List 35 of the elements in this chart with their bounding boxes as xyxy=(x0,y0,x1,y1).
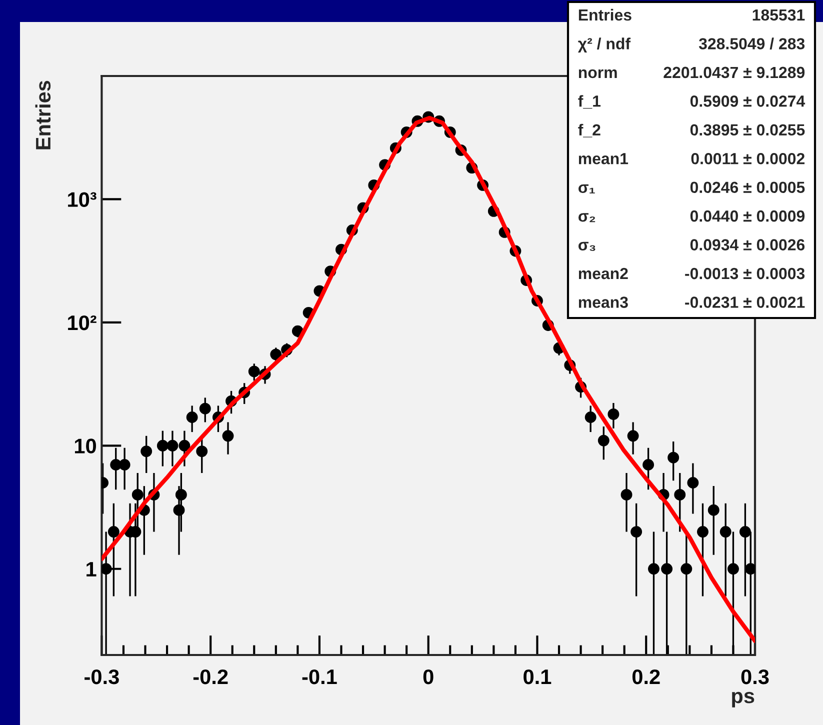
annotation: mean3 xyxy=(578,296,628,308)
annotation: 0.0440 ± 0.0009 xyxy=(690,210,805,222)
x-tick-label: 0.1 xyxy=(524,669,552,684)
annotation: mean2 xyxy=(578,268,628,280)
y-tick-label: 1 xyxy=(86,562,96,576)
x-tick-label: 0 xyxy=(423,669,434,684)
annotation: 2201.0437 ± 9.1289 xyxy=(664,66,805,78)
text: 328.5049 / 283 xyxy=(698,38,805,50)
annotation: f_2 xyxy=(578,124,600,138)
annotation: σ₃ xyxy=(578,242,596,251)
annotation: 0.5909 ± 0.0274 xyxy=(690,96,806,107)
annotation: 0.0011 ± 0.0002 xyxy=(691,152,804,164)
y-tick-label: 10 xyxy=(74,438,96,454)
text: χ² / ndf xyxy=(578,38,631,53)
annotation: σ₂ xyxy=(578,213,596,222)
y-tick-label: 10³ xyxy=(68,192,96,207)
annotation: -0.0231 ± 0.0021 xyxy=(685,296,805,308)
annotation: 0.3895 ± 0.0255 xyxy=(690,124,805,136)
x-tick-label: -0.3 xyxy=(84,669,119,684)
annotation: 0.0246 ± 0.0005 xyxy=(690,182,805,194)
text: 185531 xyxy=(752,9,805,21)
y-axis-title: Entries xyxy=(35,80,51,150)
x-tick-label: 0.2 xyxy=(632,669,660,684)
x-tick-label: 0.3 xyxy=(741,669,769,684)
y-tick-label: 10² xyxy=(68,315,96,330)
x-axis-title: ps xyxy=(732,692,754,708)
annotation: 0.0934 ± 0.0026 xyxy=(690,239,805,250)
annotation: -0.0013 ± 0.0003 xyxy=(685,268,805,280)
annotation: σ₁ xyxy=(578,184,595,194)
x-tick-label: -0.2 xyxy=(193,669,228,684)
annotation: f_1 xyxy=(578,95,601,109)
annotation: norm xyxy=(578,69,617,78)
text: Entries xyxy=(578,8,632,21)
x-tick-label: -0.1 xyxy=(302,669,337,684)
annotation: mean1 xyxy=(578,153,628,164)
